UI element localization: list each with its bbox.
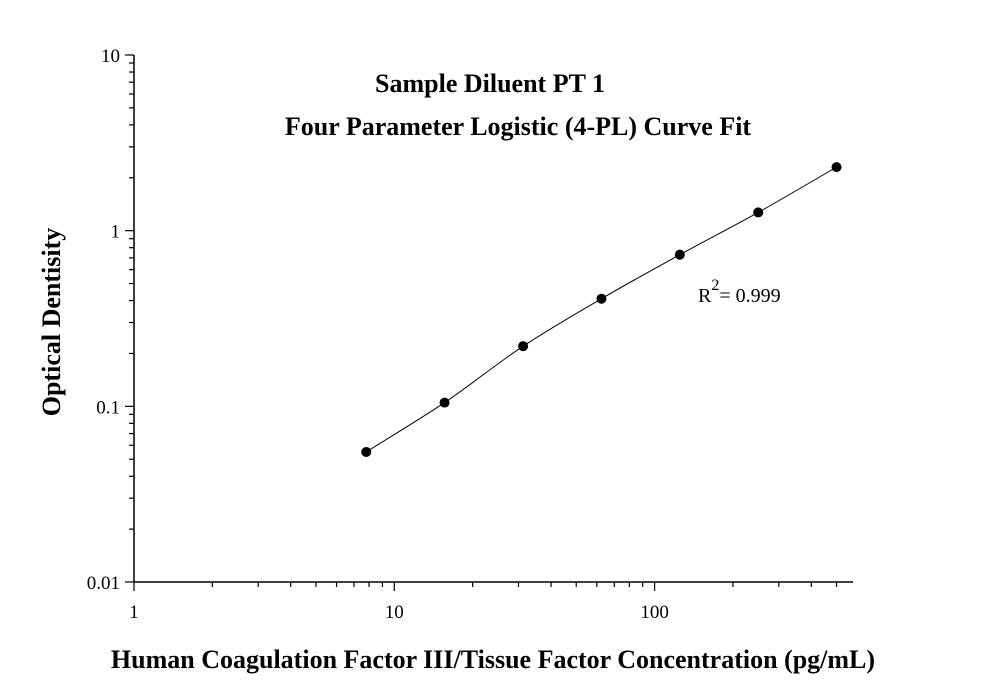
fit-curve-layer xyxy=(365,166,837,453)
y-tick-label: 10 xyxy=(101,46,120,67)
r-squared-value: = 0.999 xyxy=(719,285,780,307)
data-point xyxy=(361,446,372,457)
y-tick-label: 1 xyxy=(111,222,121,243)
x-axis-label: Human Coagulation Factor III/Tissue Fact… xyxy=(111,645,875,674)
data-point xyxy=(674,249,685,260)
data-point xyxy=(753,207,764,218)
y-tick-label: 0.1 xyxy=(96,397,120,418)
y-axis-label: Optical Dentisity xyxy=(37,228,66,417)
data-point xyxy=(439,397,450,408)
r-squared-annotation: R2= 0.999 xyxy=(698,277,781,307)
x-tick-label: 100 xyxy=(640,602,669,623)
data-points xyxy=(361,162,842,457)
fit-curve xyxy=(365,166,837,453)
data-point xyxy=(831,162,842,173)
chart-subtitle: Four Parameter Logistic (4-PL) Curve Fit xyxy=(285,112,752,141)
y-tick-label: 0.01 xyxy=(87,573,120,594)
r-squared-base: R xyxy=(698,285,712,307)
data-point xyxy=(596,293,607,304)
data-point xyxy=(518,341,529,352)
r-squared-superscript: 2 xyxy=(711,277,719,294)
x-tick-label: 1 xyxy=(129,602,139,623)
chart-title: Sample Diluent PT 1 xyxy=(375,69,605,98)
x-tick-label: 10 xyxy=(385,602,404,623)
